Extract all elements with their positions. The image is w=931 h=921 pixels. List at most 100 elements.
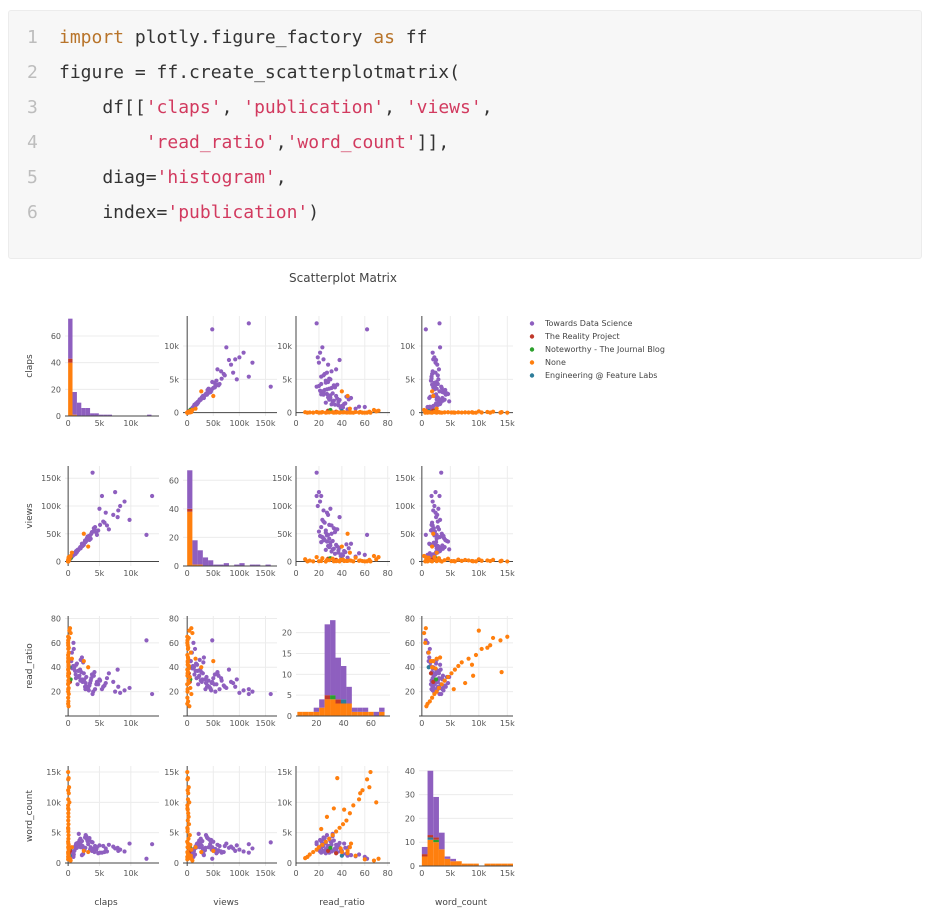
scatter-point [185,769,190,775]
scatter-point [434,379,439,385]
scatter-point [94,845,100,850]
scatter-point [324,533,330,538]
histogram-bar [351,711,358,716]
scatter-point [330,391,335,396]
scatter-point [319,558,324,564]
scatter-point [71,854,76,860]
scatter-point [186,846,191,851]
scatter-point [338,557,343,562]
scatter-point [211,659,216,664]
scatter-point [436,685,442,691]
line-number: 2 [27,62,38,83]
y-tick-label: 15k [277,768,292,777]
x-tick-label: 5k [95,869,105,878]
scatter-point [356,404,362,409]
scatter-point [185,857,190,862]
scatter-point [345,555,350,560]
scatter-point [66,680,71,686]
scatter-point [222,684,227,689]
x-tick-label: 20 [311,719,321,728]
scatter-point [327,536,332,541]
y-tick-label: 0 [56,558,61,567]
scatter-point [250,846,255,851]
histogram-bar [324,695,331,700]
x-tick-label: 50k [206,869,221,878]
scatter-point [442,545,447,550]
scatter-point [317,350,323,355]
scatter-point [430,695,435,700]
x-tick-label: 0 [185,719,190,728]
scatter-point [91,689,96,694]
scatter-point [437,558,443,563]
scatter-point [322,836,327,841]
y-tick-label: 20 [169,688,179,697]
y-tick-label: 20 [169,533,179,542]
scatter-point [422,630,427,636]
scatter-point [338,410,343,415]
scatter-point [190,630,195,636]
x-tick-label: 150k [256,719,276,728]
scatter-point [490,409,496,414]
scatter-point [451,687,456,692]
histogram-bar [85,408,91,416]
scatter-point [339,389,344,394]
y-tick-label: 30 [405,791,415,800]
line-number: 4 [27,132,38,153]
scatter-point [84,674,89,680]
y-tick-label: 0 [287,859,292,868]
subplot-read_ratio-vs-claps: 20 40 60 80 0 5k 10k [51,614,159,728]
scatter-point [222,373,227,378]
scatter-point [211,393,216,399]
scatter-point [433,510,438,515]
scatter-point [113,490,118,495]
scatter-point [459,410,464,415]
scatter-point [78,545,83,550]
scatter-point [445,410,451,415]
legend-marker [529,347,535,352]
scatter-point [342,401,347,407]
scatter-point [445,556,451,561]
y-tick-label: 5 [287,691,292,700]
scatter-point [356,852,362,857]
x-tick-label: 5k [445,719,455,728]
scatter-point [150,842,155,847]
scatter-point [66,814,71,820]
scatter-point [479,646,484,652]
scatter-point [215,849,220,855]
histogram-bar [340,703,347,716]
scatter-point [66,635,72,641]
scatter-point [437,389,442,394]
scatter-point [226,845,232,850]
scatter-point [347,550,352,555]
scatter-point [432,503,437,509]
subplot-claps-vs-views: 0 5k 10k 0 50k 100k 150k [164,316,277,428]
scatter-point [194,676,199,681]
scatter-point [339,544,344,549]
scatter-point [436,402,442,407]
legend-marker [529,373,535,378]
scatter-point [198,397,203,402]
scatter-point [473,652,479,658]
scatter-point [499,558,504,563]
scatter-point [351,803,356,808]
scatter-point [185,818,190,823]
scatter-point [335,544,340,549]
scatter-point [150,493,155,499]
scatter-point [319,525,324,530]
scatter-point [185,673,190,678]
scatter-point [362,410,367,415]
legend-label: The Reality Project [544,332,620,341]
scatter-point [234,843,239,848]
scatter-point [431,659,436,664]
scatter-point [356,797,362,802]
y-tick-label: 5k [282,375,292,384]
keyword-token: as [373,27,395,48]
histogram-bar [379,711,385,716]
scatter-point [423,532,428,537]
scatter-point [66,691,71,697]
scatter-point [144,856,149,861]
scatter-point [115,845,120,850]
y-tick-label: 100k [395,502,415,511]
scatter-point [340,822,346,827]
scatter-point [360,788,365,793]
